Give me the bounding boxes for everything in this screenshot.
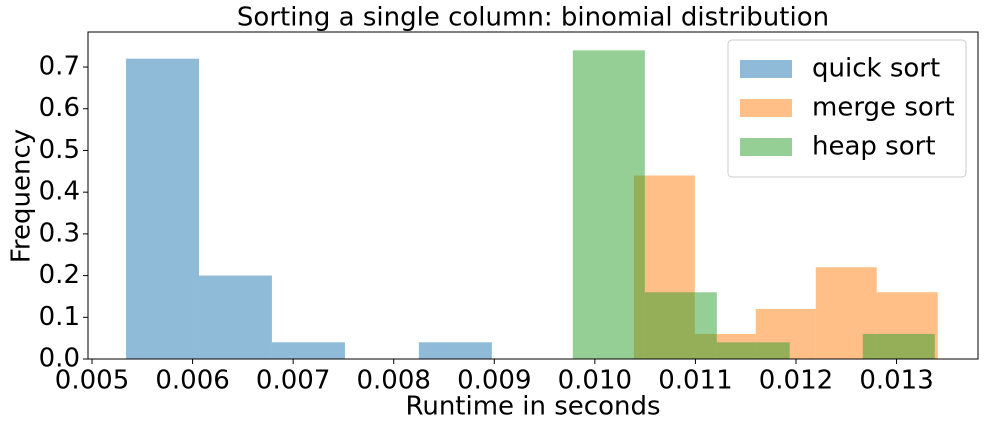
bar <box>271 342 345 359</box>
x-tick-label: 0.006 <box>155 366 229 396</box>
x-tick-label: 0.011 <box>658 366 732 396</box>
x-tick-label: 0.007 <box>256 366 330 396</box>
legend-swatch <box>740 60 792 78</box>
chart-title: Sorting a single column: binomial distri… <box>237 3 829 33</box>
bar <box>199 275 272 359</box>
bar <box>418 342 492 359</box>
bar <box>644 292 717 359</box>
x-tick-label: 0.012 <box>759 366 833 396</box>
y-tick-label: 0.5 <box>39 135 80 165</box>
y-axis-label: Frequency <box>7 129 37 263</box>
y-tick-label: 0.1 <box>39 302 80 332</box>
plot-frame <box>87 31 979 360</box>
bar <box>572 50 645 359</box>
bar <box>716 342 790 359</box>
x-tick-label: 0.005 <box>55 366 129 396</box>
x-axis-label: Runtime in seconds <box>405 392 660 422</box>
legend-label: quick sort <box>812 54 940 84</box>
y-tick-label: 0.3 <box>39 218 80 248</box>
y-tick-label: 0.6 <box>39 93 80 123</box>
legend-swatch <box>740 99 792 117</box>
legend-label: heap sort <box>812 132 936 162</box>
y-tick-label: 0.7 <box>39 52 80 82</box>
x-tick-label: 0.013 <box>859 366 933 396</box>
bar <box>862 333 935 359</box>
y-tick-label: 0.2 <box>39 260 80 290</box>
x-tick-label: 0.010 <box>558 366 632 396</box>
x-tick-label: 0.009 <box>457 366 531 396</box>
bar <box>126 58 200 359</box>
legend-swatch <box>740 138 792 156</box>
x-tick-label: 0.008 <box>356 366 430 396</box>
legend-label: merge sort <box>812 93 955 123</box>
y-tick-label: 0.4 <box>39 177 80 207</box>
y-tick-label: 0.0 <box>39 344 80 374</box>
